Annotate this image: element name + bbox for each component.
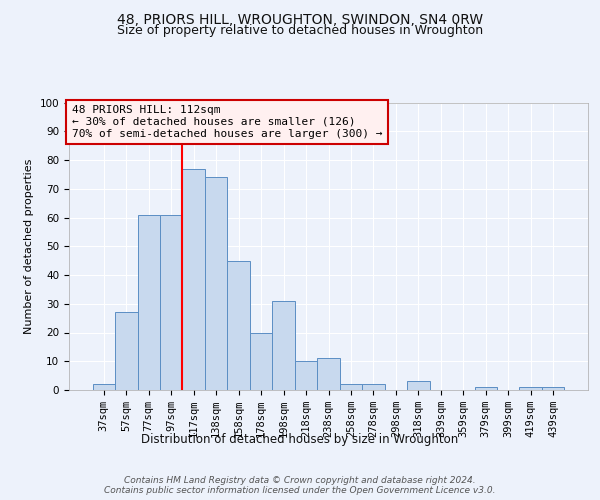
Text: 48 PRIORS HILL: 112sqm
← 30% of detached houses are smaller (126)
70% of semi-de: 48 PRIORS HILL: 112sqm ← 30% of detached… — [71, 106, 382, 138]
Bar — [227, 260, 250, 390]
Y-axis label: Number of detached properties: Number of detached properties — [24, 158, 34, 334]
Text: Size of property relative to detached houses in Wroughton: Size of property relative to detached ho… — [117, 24, 483, 37]
Bar — [317, 358, 340, 390]
Text: Contains HM Land Registry data © Crown copyright and database right 2024.
Contai: Contains HM Land Registry data © Crown c… — [104, 476, 496, 495]
Bar — [295, 361, 317, 390]
Text: Distribution of detached houses by size in Wroughton: Distribution of detached houses by size … — [142, 432, 458, 446]
Bar — [407, 382, 430, 390]
Bar — [250, 332, 272, 390]
Bar — [520, 387, 542, 390]
Bar — [137, 214, 160, 390]
Bar — [115, 312, 137, 390]
Bar — [182, 168, 205, 390]
Bar — [92, 384, 115, 390]
Text: 48, PRIORS HILL, WROUGHTON, SWINDON, SN4 0RW: 48, PRIORS HILL, WROUGHTON, SWINDON, SN4… — [117, 12, 483, 26]
Bar — [272, 301, 295, 390]
Bar — [362, 384, 385, 390]
Bar — [340, 384, 362, 390]
Bar — [475, 387, 497, 390]
Bar — [205, 178, 227, 390]
Bar — [160, 214, 182, 390]
Bar — [542, 387, 565, 390]
